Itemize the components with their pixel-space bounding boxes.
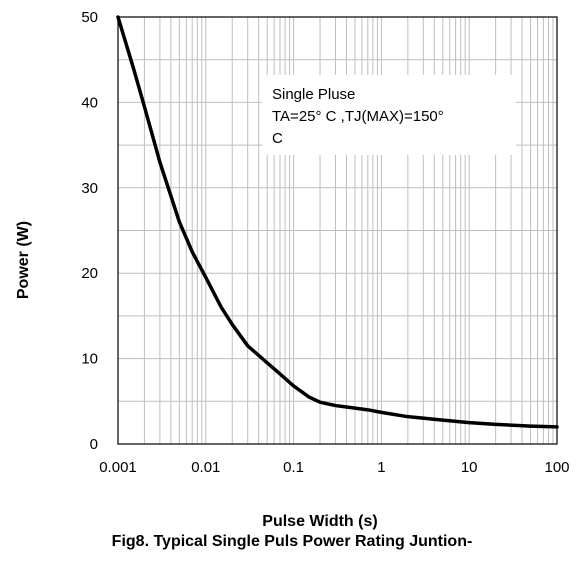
x-axis-title: Pulse Width (s) [262,513,377,530]
x-tick-label: 0.1 [283,459,304,476]
plot-border [117,16,558,445]
y-tick-label: 50 [81,9,98,26]
annotation-box [262,75,516,155]
x-tick-label: 10 [461,459,478,476]
x-tick-label: 0.01 [191,459,220,476]
y-tick-label: 40 [81,94,98,111]
annotation-text: Single Pluse TA=25° C ,TJ(MAX)=150° C [272,86,444,147]
x-tick-label: 100 [544,459,569,476]
y-tick-label: 10 [81,351,98,368]
grid [117,17,557,444]
power-curve [116,15,559,429]
x-tick-label: 1 [377,459,385,476]
annotation-line-1: Single Pluse [272,86,355,103]
y-tick-label: 20 [81,265,98,282]
x-tick-label: 0.001 [99,459,137,476]
y-tick-label: 30 [81,180,98,197]
annotation-line-3: C [272,130,283,147]
annotation-line-2: TA=25° C ,TJ(MAX)=150° [272,108,444,125]
figure-caption: Fig8. Typical Single Puls Power Rating J… [112,533,473,550]
x-tick-labels: 0.001 0.01 0.1 1 10 100 [99,459,569,476]
y-tick-label: 0 [90,436,98,453]
y-axis-title: Power (W) [15,221,32,299]
y-tick-labels: 0 10 20 30 40 50 [81,9,98,453]
plot-frame [117,16,558,445]
